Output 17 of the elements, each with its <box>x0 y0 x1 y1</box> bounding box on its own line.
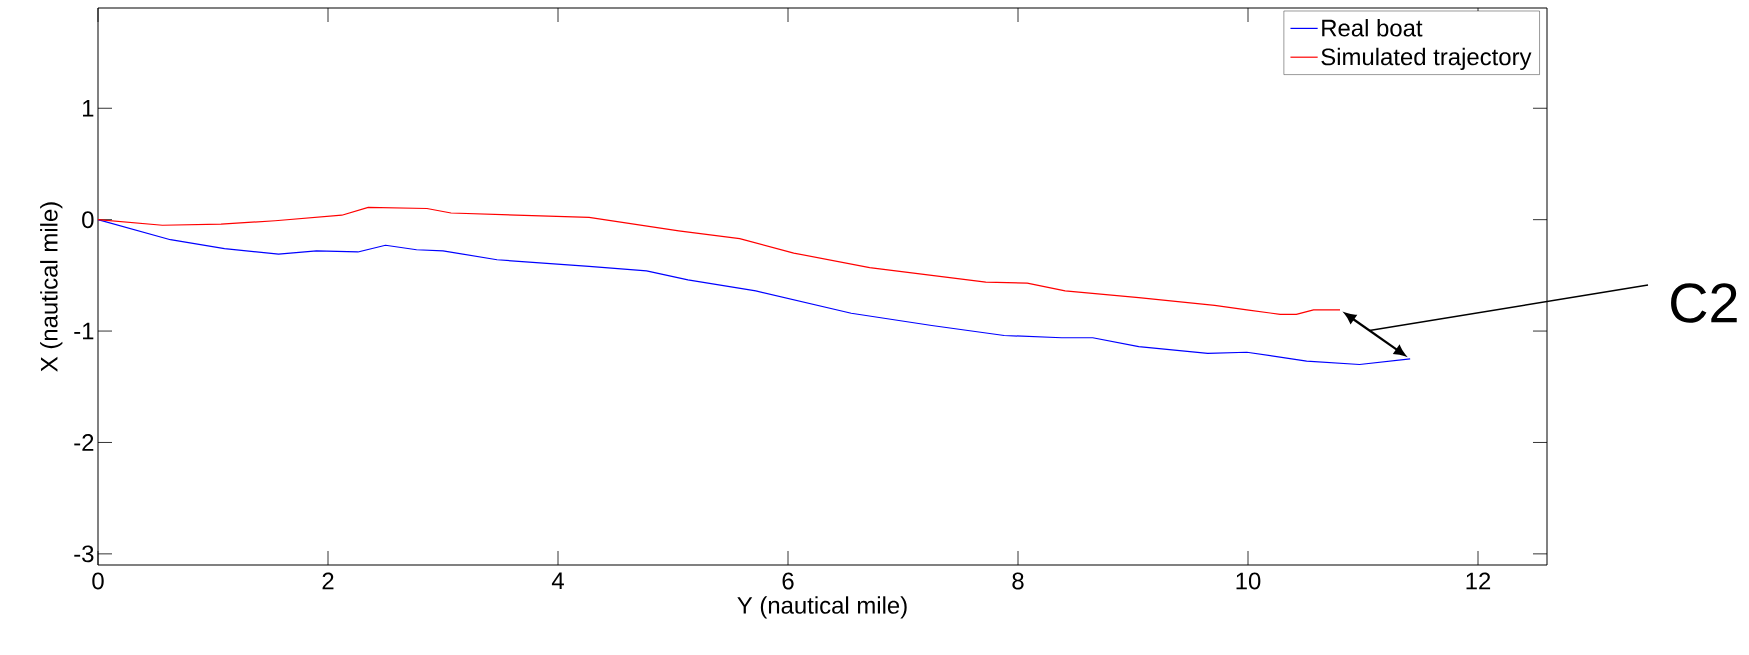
x-tick-label: 8 <box>1012 572 1024 590</box>
y-tick-label: 1 <box>83 100 94 117</box>
legend-label: Simulated trajectory <box>1321 47 1532 71</box>
y-axis-title: X (nautical mile) <box>40 202 63 372</box>
y-tick-label: -1 <box>74 322 94 340</box>
y-tick-label: -2 <box>74 434 94 451</box>
line-series <box>97 219 1411 366</box>
y-tick-label: 0 <box>82 211 94 229</box>
x-axis-title: Y (nautical mile) <box>737 596 907 619</box>
x-tick-label: 4 <box>551 572 564 589</box>
x-tick-label: 12 <box>1466 572 1491 590</box>
y-tick-label: -3 <box>74 545 94 563</box>
x-tick-label: 6 <box>782 572 794 590</box>
x-tick-label: 10 <box>1236 572 1261 590</box>
text: C2 <box>1671 283 1737 323</box>
x-tick-label: 2 <box>322 572 334 590</box>
legend-label: Real boat <box>1322 18 1423 37</box>
